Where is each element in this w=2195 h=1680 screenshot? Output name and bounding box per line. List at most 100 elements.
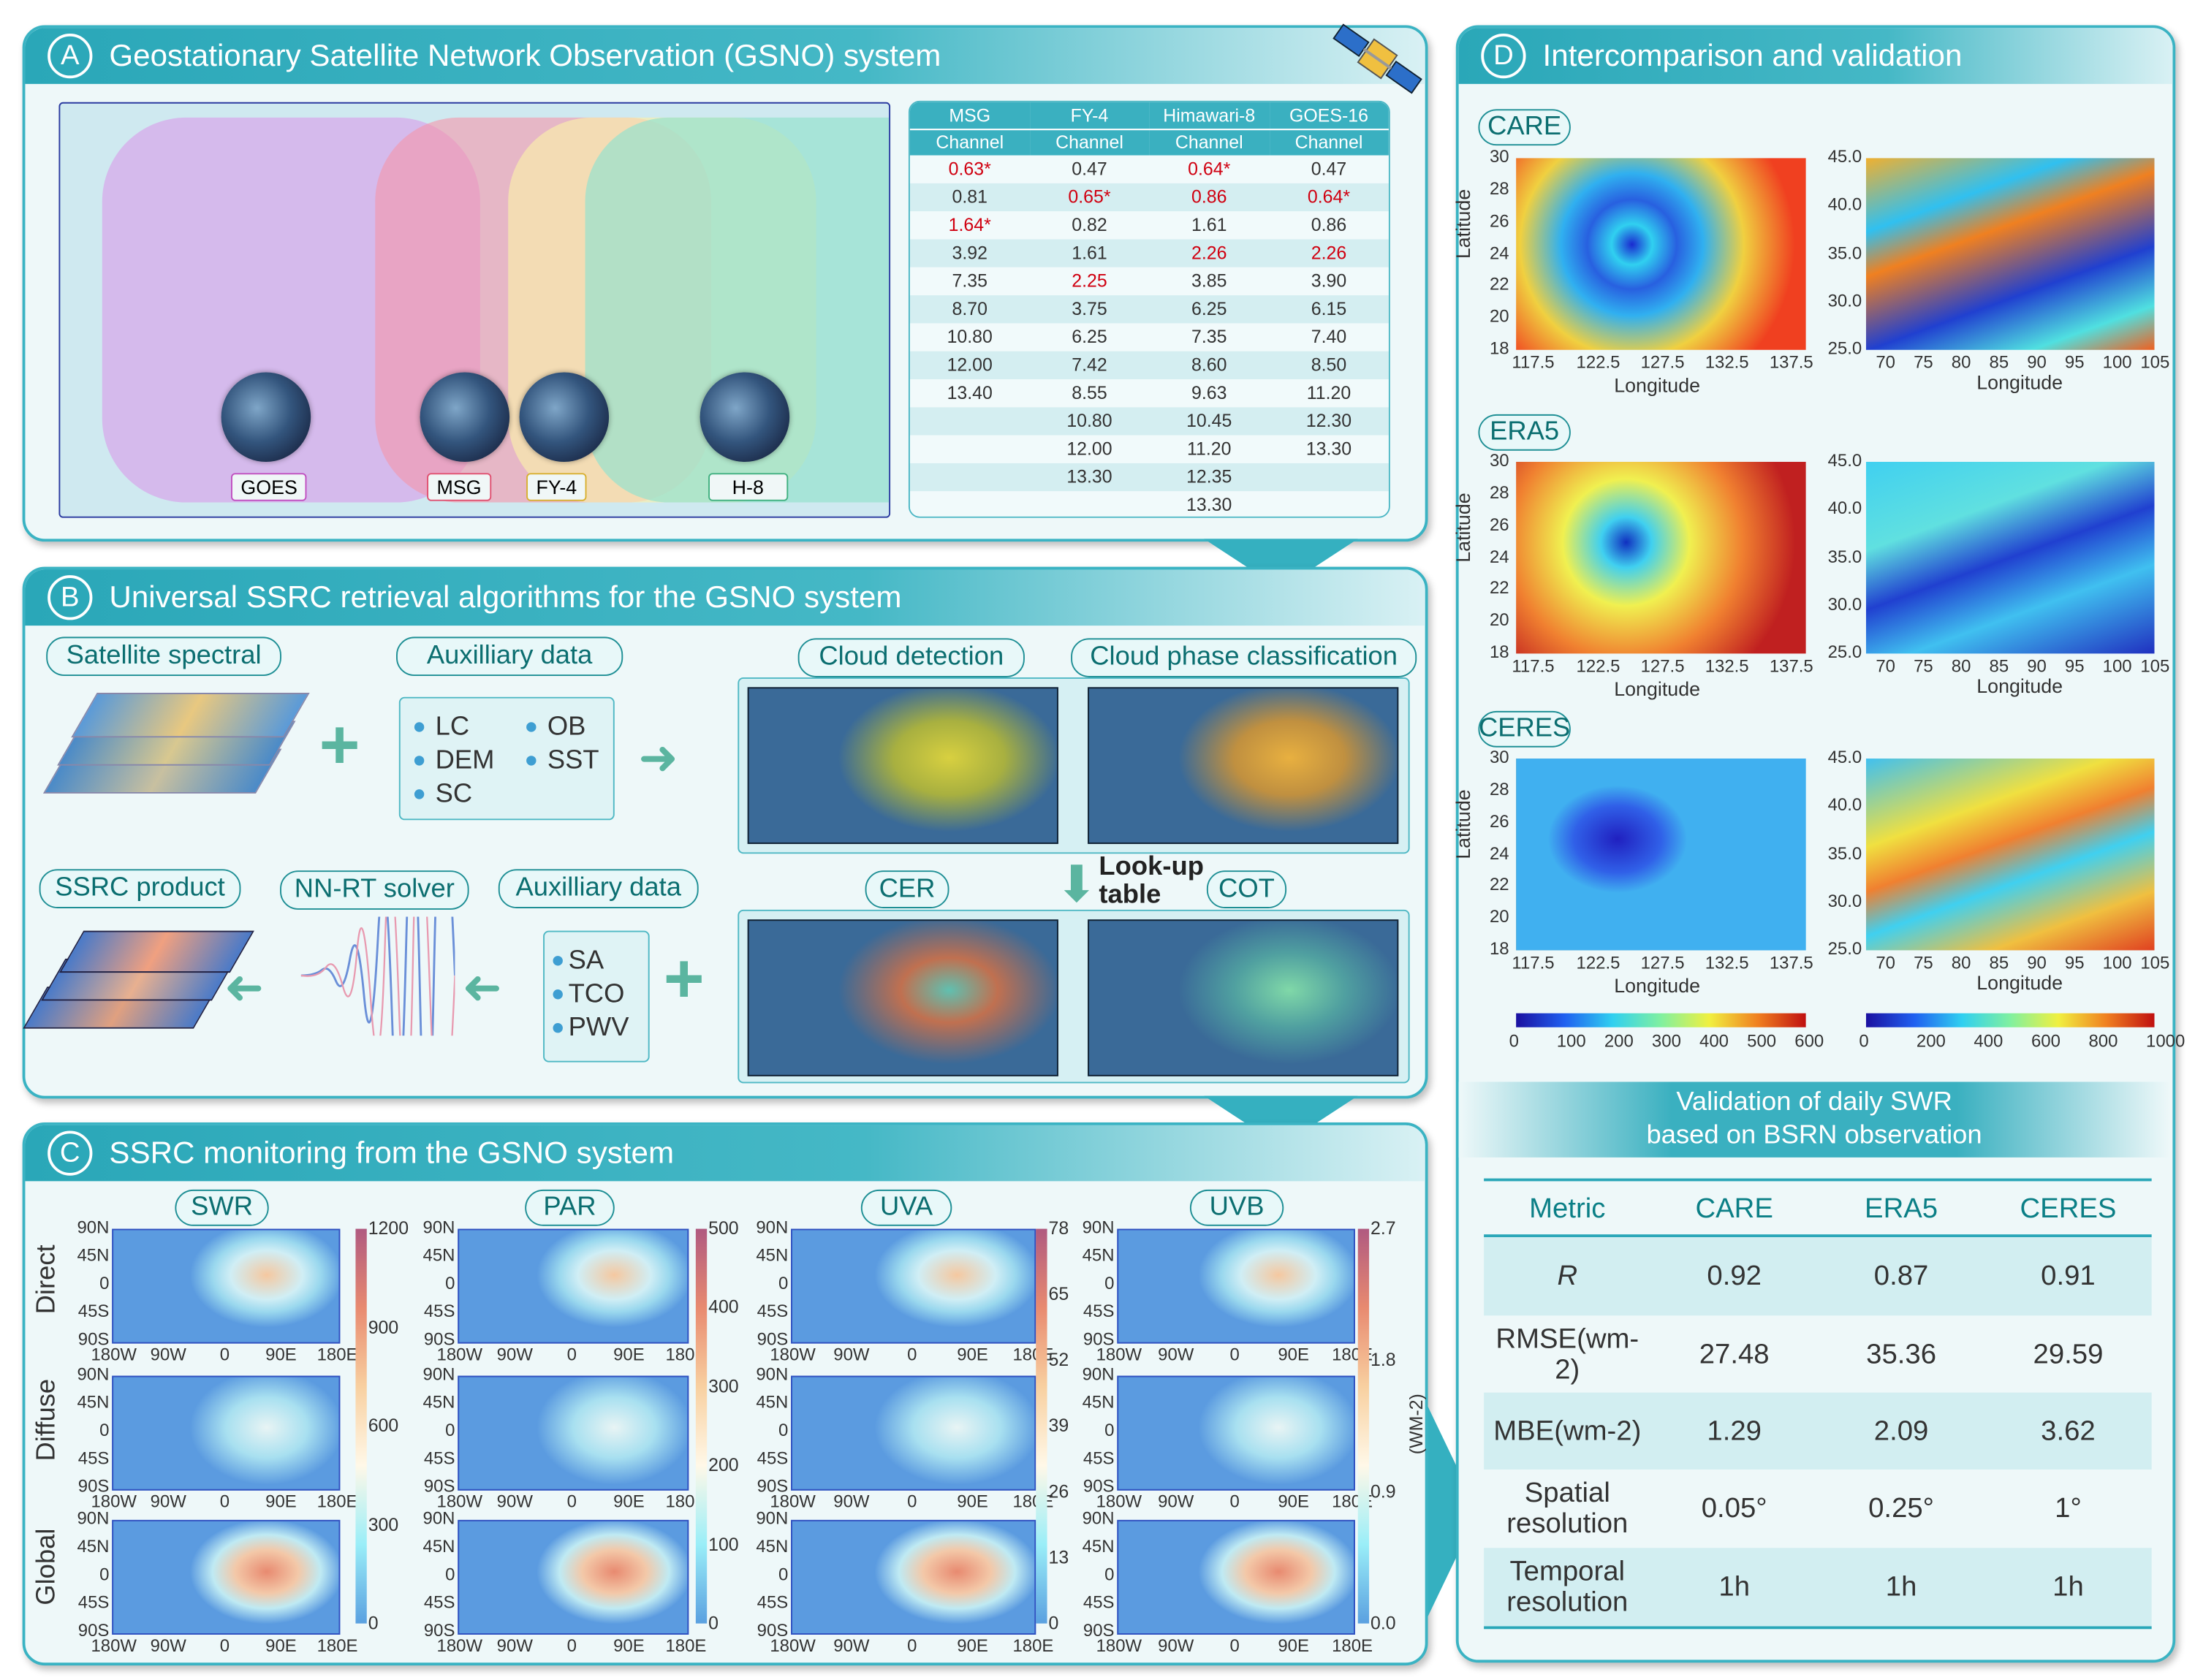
panel-a-letter: A xyxy=(48,33,93,79)
plus-icon-1: + xyxy=(319,705,360,784)
lat-tick: 22 xyxy=(1489,875,1509,895)
lon-tick: 90E xyxy=(957,1345,988,1365)
lon-tick: 180E xyxy=(316,1635,358,1656)
table-cell: 10.80 xyxy=(1066,410,1112,431)
lat-tick: 40.0 xyxy=(1827,194,1862,215)
lat-tick: 30.0 xyxy=(1827,290,1862,311)
fy4-globe xyxy=(519,372,610,463)
arrow-left-icon-2: ➜ xyxy=(462,961,502,1015)
table-row xyxy=(909,239,1389,267)
lon-tick: 90 xyxy=(2027,656,2047,677)
table-cell: 6.15 xyxy=(1311,297,1347,319)
panel-c-letter: C xyxy=(48,1130,93,1176)
lon-tick: 90E xyxy=(265,1345,297,1365)
map-swr-global xyxy=(112,1519,341,1635)
lat-tick: 45S xyxy=(423,1448,455,1469)
satellite-spectral-label: Satellite spectral xyxy=(46,636,281,677)
colorbar-left xyxy=(1516,1013,1806,1027)
map-uva-global xyxy=(791,1519,1036,1635)
lon-tick: 75 xyxy=(1914,352,1933,373)
lat-tick: 35.0 xyxy=(1827,546,1862,566)
lat-tick: 45N xyxy=(422,1536,455,1557)
product-label-era5: ERA5 xyxy=(1478,414,1571,451)
lon-tick: 90W xyxy=(833,1345,870,1365)
lon-tick: 180W xyxy=(1096,1635,1142,1656)
validation-cell: 1h xyxy=(1718,1571,1750,1603)
lon-tick: 0 xyxy=(907,1345,917,1365)
x-axis-label: Longitude xyxy=(1976,971,2063,994)
aux-item-ob: OB xyxy=(526,712,585,743)
goes-globe xyxy=(221,372,311,463)
lat-tick: 0 xyxy=(1104,1273,1115,1293)
table-cell: 3.90 xyxy=(1311,270,1347,292)
colorbar-par xyxy=(695,1228,708,1624)
validation-cell: 35.36 xyxy=(1866,1338,1937,1370)
variable-label-swr: SWR xyxy=(175,1189,269,1226)
colorbar-tick: 400 xyxy=(1974,1031,2003,1052)
h8-label: H-8 xyxy=(708,473,788,501)
lat-tick: 90N xyxy=(422,1508,455,1529)
lat-tick: 0 xyxy=(778,1273,789,1293)
lon-tick: 180W xyxy=(770,1635,816,1656)
channel-table: MSG Channel FY-4 Channel Himawari-8 Channel GO… xyxy=(908,100,1390,518)
table-top-rule xyxy=(1484,1178,2152,1182)
colorbar-tick: 100 xyxy=(1556,1031,1586,1052)
lat-tick: 0 xyxy=(99,1420,110,1440)
lat-tick: 0 xyxy=(99,1565,110,1585)
colorbar-tick: 1200 xyxy=(368,1217,409,1239)
lat-tick: 45S xyxy=(77,1448,110,1469)
msg-label: MSG xyxy=(427,473,492,501)
table-cell: 1.61 xyxy=(1072,242,1107,264)
lat-tick: 0 xyxy=(445,1420,455,1440)
lat-tick: 90S xyxy=(1083,1476,1115,1497)
lat-tick: 18 xyxy=(1489,338,1509,359)
validation-row: R 0.92 0.87 0.91 xyxy=(1484,1237,2152,1316)
table-cell: 13.30 xyxy=(1305,438,1352,460)
lat-tick: 90N xyxy=(77,1508,110,1529)
validation-cell: R xyxy=(1557,1261,1578,1292)
y-axis-label: Latitude xyxy=(1451,788,1474,859)
lat-tick: 90N xyxy=(756,1508,789,1529)
lon-tick: 90W xyxy=(496,1491,533,1512)
lon-tick: 85 xyxy=(1989,352,2009,373)
table-cell: 10.45 xyxy=(1186,410,1232,431)
lat-tick: 90S xyxy=(757,1329,789,1350)
lon-tick: 0 xyxy=(219,1491,230,1512)
table-row xyxy=(909,323,1389,351)
lon-tick: 100 xyxy=(2102,352,2132,373)
lat-tick: 24 xyxy=(1489,546,1509,566)
table-cell: 0.47 xyxy=(1072,158,1107,180)
lat-tick: 35.0 xyxy=(1827,243,1862,263)
validation-row: Spatial resolution 0.05° 0.25° 1° xyxy=(1484,1470,2152,1548)
lat-tick: 90N xyxy=(422,1364,455,1385)
lon-tick: 80 xyxy=(1951,656,1971,677)
lat-tick: 26 xyxy=(1489,811,1509,831)
lon-tick: 132.5 xyxy=(1705,352,1749,373)
map-swr-direct xyxy=(112,1228,341,1344)
row-label-diffuse: Diffuse xyxy=(32,1378,62,1462)
lat-tick: 30.0 xyxy=(1827,891,1862,911)
lon-tick: 180E xyxy=(1332,1635,1373,1656)
colorbar-tick: 900 xyxy=(368,1316,399,1337)
lat-tick: 25.0 xyxy=(1827,939,1862,959)
table-cell: 2.26 xyxy=(1311,242,1347,264)
table-cell: 0.82 xyxy=(1072,214,1107,235)
colorbar-tick: 200 xyxy=(708,1454,739,1475)
map-uva-diffuse xyxy=(791,1375,1036,1491)
table-header-channel: Channel xyxy=(1149,130,1270,156)
colorbar-tick: 600 xyxy=(368,1415,399,1436)
lon-tick: 180E xyxy=(316,1491,358,1512)
h8-globe xyxy=(700,372,790,463)
lon-tick: 90E xyxy=(1278,1491,1309,1512)
lon-tick: 100 xyxy=(2102,953,2132,973)
validation-cell: 0.91 xyxy=(2041,1261,2096,1292)
lat-tick: 45S xyxy=(757,1448,789,1469)
colorbar-tick: 0 xyxy=(708,1612,719,1634)
lon-tick: 180W xyxy=(770,1491,816,1512)
lat-tick: 90N xyxy=(756,1217,789,1238)
lat-tick: 30 xyxy=(1489,450,1509,471)
lon-tick: 90 xyxy=(2027,953,2047,973)
lat-tick: 24 xyxy=(1489,843,1509,863)
lon-tick: 0 xyxy=(1229,1491,1240,1512)
